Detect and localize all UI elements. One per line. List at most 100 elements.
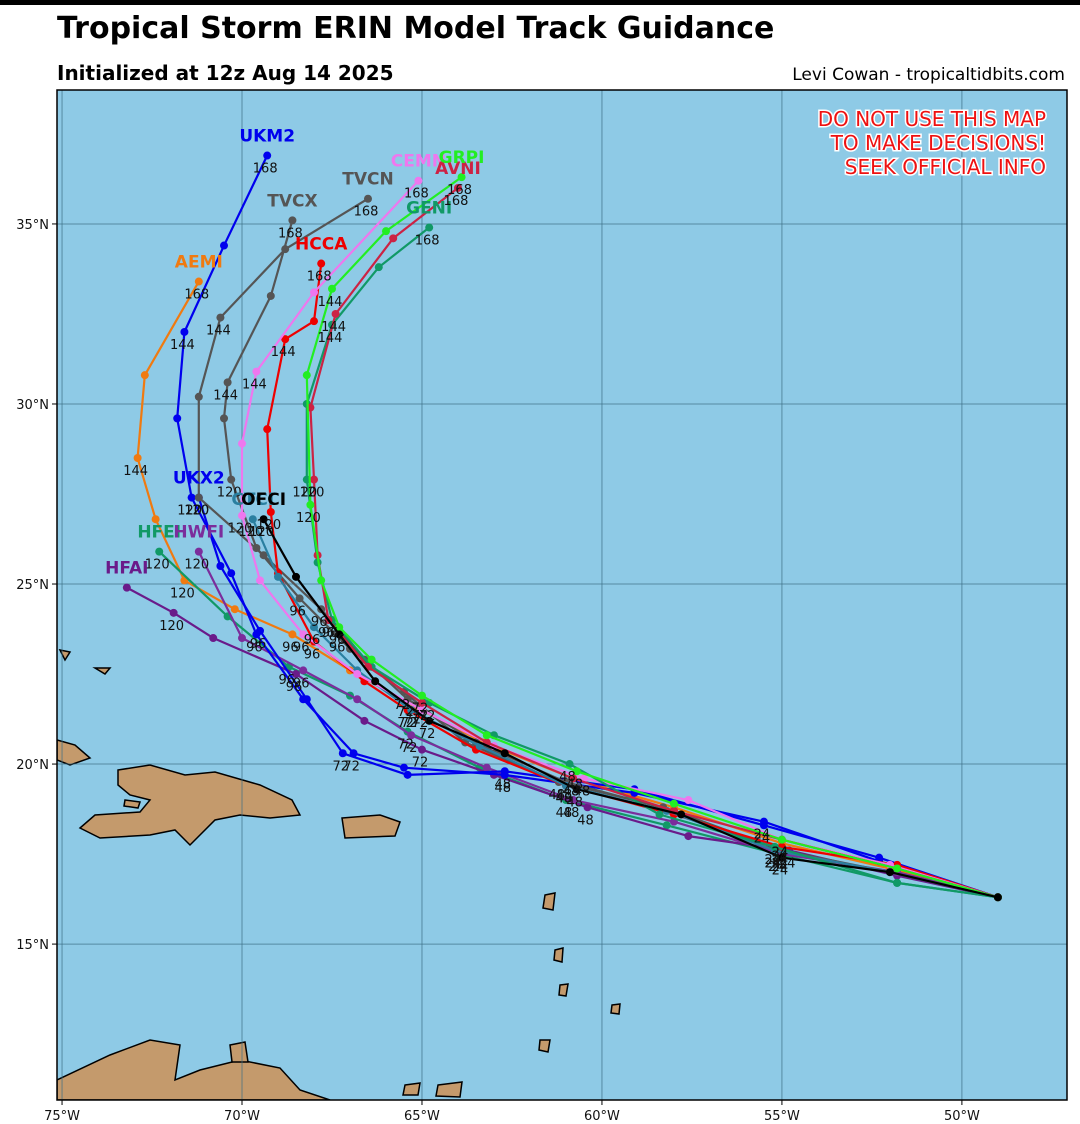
- model-name: CEMN: [391, 152, 446, 172]
- hour-label: 120: [238, 525, 263, 540]
- hour-label: 72: [401, 716, 418, 731]
- hour-label: 96: [329, 640, 346, 655]
- hour-label: 96: [304, 648, 321, 663]
- hour-label: 120: [217, 486, 242, 501]
- hour-label: 24: [772, 846, 789, 861]
- hour-label: 120: [292, 486, 317, 501]
- hour-label: 24: [754, 831, 771, 846]
- model-name: HWFI: [173, 523, 224, 543]
- hour-label: 72: [419, 709, 436, 724]
- hour-label: 144: [206, 324, 231, 339]
- track-point: [216, 562, 225, 571]
- hour-label: 24: [764, 856, 781, 871]
- track-point: [367, 655, 376, 664]
- track-point: [677, 810, 686, 819]
- hour-label: 72: [397, 705, 414, 720]
- hour-label: 48: [494, 777, 511, 792]
- hour-label: 72: [405, 712, 422, 727]
- track-point: [227, 569, 236, 578]
- hour-label: 168: [184, 288, 209, 303]
- track-point: [259, 515, 268, 524]
- track-point: [335, 623, 344, 632]
- hour-label: 120: [159, 619, 184, 634]
- track-point: [256, 576, 265, 585]
- track-point: [453, 183, 462, 192]
- track-point: [353, 695, 362, 704]
- hour-label: 168: [278, 226, 303, 241]
- track-point: [338, 749, 347, 758]
- hour-label: 24: [772, 853, 789, 868]
- track-point: [180, 327, 189, 336]
- hour-label: 144: [213, 388, 238, 403]
- track-point: [216, 313, 225, 322]
- track-point: [331, 309, 340, 318]
- hour-label: 120: [300, 486, 325, 501]
- track-point: [389, 234, 398, 243]
- track-point: [565, 760, 574, 769]
- hour-label: 72: [397, 716, 414, 731]
- warning-line: SEEK OFFICIAL INFO: [845, 155, 1046, 179]
- hour-label: 168: [404, 187, 429, 202]
- track-point: [252, 630, 261, 639]
- track-point: [223, 378, 232, 387]
- model-name: UKX2: [173, 469, 225, 489]
- hour-label: 48: [563, 784, 580, 799]
- track-point: [482, 731, 491, 740]
- track-point: [274, 572, 283, 581]
- track-point: [263, 425, 272, 434]
- track-point: [417, 698, 426, 707]
- hour-label: 24: [764, 853, 781, 868]
- track-point: [684, 832, 693, 841]
- model-name: UKM2: [239, 127, 295, 147]
- ticks: 75°W 70°W 65°W 60°W 55°W 50°W 15°N 20°N 25°N 30°N…: [16, 218, 980, 1124]
- track-point: [266, 508, 275, 517]
- hour-label: 24: [772, 864, 789, 879]
- track-point: [309, 317, 318, 326]
- hour-label: 120: [177, 504, 202, 519]
- x-tick-label: 65°W: [404, 1109, 440, 1124]
- track-point: [770, 842, 779, 851]
- track-point: [363, 194, 372, 203]
- hour-label: 168: [447, 183, 472, 198]
- hour-label: 120: [249, 525, 274, 540]
- track-point: [194, 277, 203, 286]
- track-point: [155, 547, 164, 556]
- hour-label: 48: [577, 813, 594, 828]
- hour-label: 168: [444, 194, 469, 209]
- model-name: HCCA: [295, 235, 348, 255]
- hour-label: 48: [556, 792, 573, 807]
- y-tick-label: 30°N: [16, 398, 49, 413]
- track-point: [230, 605, 239, 614]
- hour-label: 96: [304, 633, 321, 648]
- track-point: [777, 835, 786, 844]
- hour-label: 120: [296, 511, 321, 526]
- hour-label: 168: [307, 270, 332, 285]
- model-name: HFAI: [105, 559, 148, 579]
- track-point: [353, 670, 362, 679]
- hour-label: 144: [123, 464, 148, 479]
- warning-line: DO NOT USE THIS MAP: [818, 107, 1046, 131]
- title: Tropical Storm ERIN Model Track Guidance: [57, 11, 774, 46]
- hour-label: 144: [318, 331, 343, 346]
- track-point: [266, 291, 275, 300]
- y-tick-label: 15°N: [16, 938, 49, 953]
- model-name: GRPI: [439, 148, 485, 168]
- track-point: [238, 634, 247, 643]
- track-point: [238, 439, 247, 448]
- land: [57, 648, 621, 1100]
- track-point: [893, 878, 902, 887]
- track-point: [349, 749, 358, 758]
- track-point: [583, 803, 592, 812]
- track-point: [893, 864, 902, 873]
- track-point: [263, 151, 272, 160]
- hour-label: 24: [772, 846, 789, 861]
- hour-label: 120: [184, 558, 209, 573]
- track-point: [759, 817, 768, 826]
- hour-label: 24: [779, 856, 796, 871]
- hour-label: 24: [764, 856, 781, 871]
- hour-label: 96: [318, 626, 335, 641]
- credit: Levi Cowan - tropicaltidbits.com: [792, 65, 1065, 85]
- track-point: [288, 216, 297, 225]
- track-point: [295, 594, 304, 603]
